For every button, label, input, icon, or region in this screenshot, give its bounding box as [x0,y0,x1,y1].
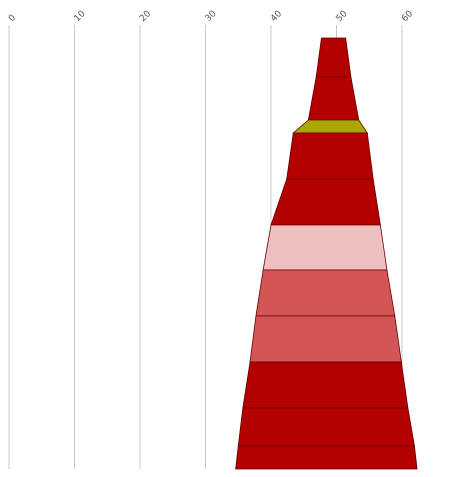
funnel-segment-2 [307,76,360,121]
funnel-segment-7 [255,269,396,317]
x-tick-label-0: 0 [7,13,18,24]
funnel-segment-9 [242,361,409,409]
x-tick-label-10: 10 [73,9,88,24]
x-tick-label-20: 20 [138,9,153,24]
funnel-segment-1 [315,37,352,78]
funnel-segment-6 [262,224,388,271]
funnel-segment-3 [292,119,369,134]
x-tick-label-60: 60 [400,9,415,24]
funnel-segments [235,37,418,470]
funnel-segment-10 [237,407,415,447]
x-tick-label-30: 30 [204,9,219,24]
funnel-segment-8 [249,315,402,363]
x-tick-label-40: 40 [269,9,284,24]
funnel-segment-11 [235,445,418,470]
funnel-segment-4 [286,132,374,180]
x-tick-label-50: 50 [335,9,350,24]
funnel-segment-5 [270,178,381,226]
